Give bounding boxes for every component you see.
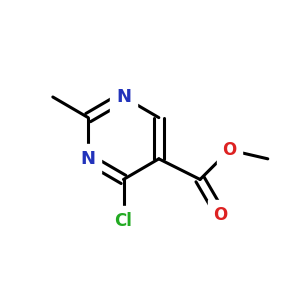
Text: N: N — [116, 88, 131, 106]
Text: O: O — [222, 141, 237, 159]
Text: Cl: Cl — [115, 212, 132, 230]
Text: O: O — [214, 206, 228, 224]
Text: N: N — [81, 150, 96, 168]
